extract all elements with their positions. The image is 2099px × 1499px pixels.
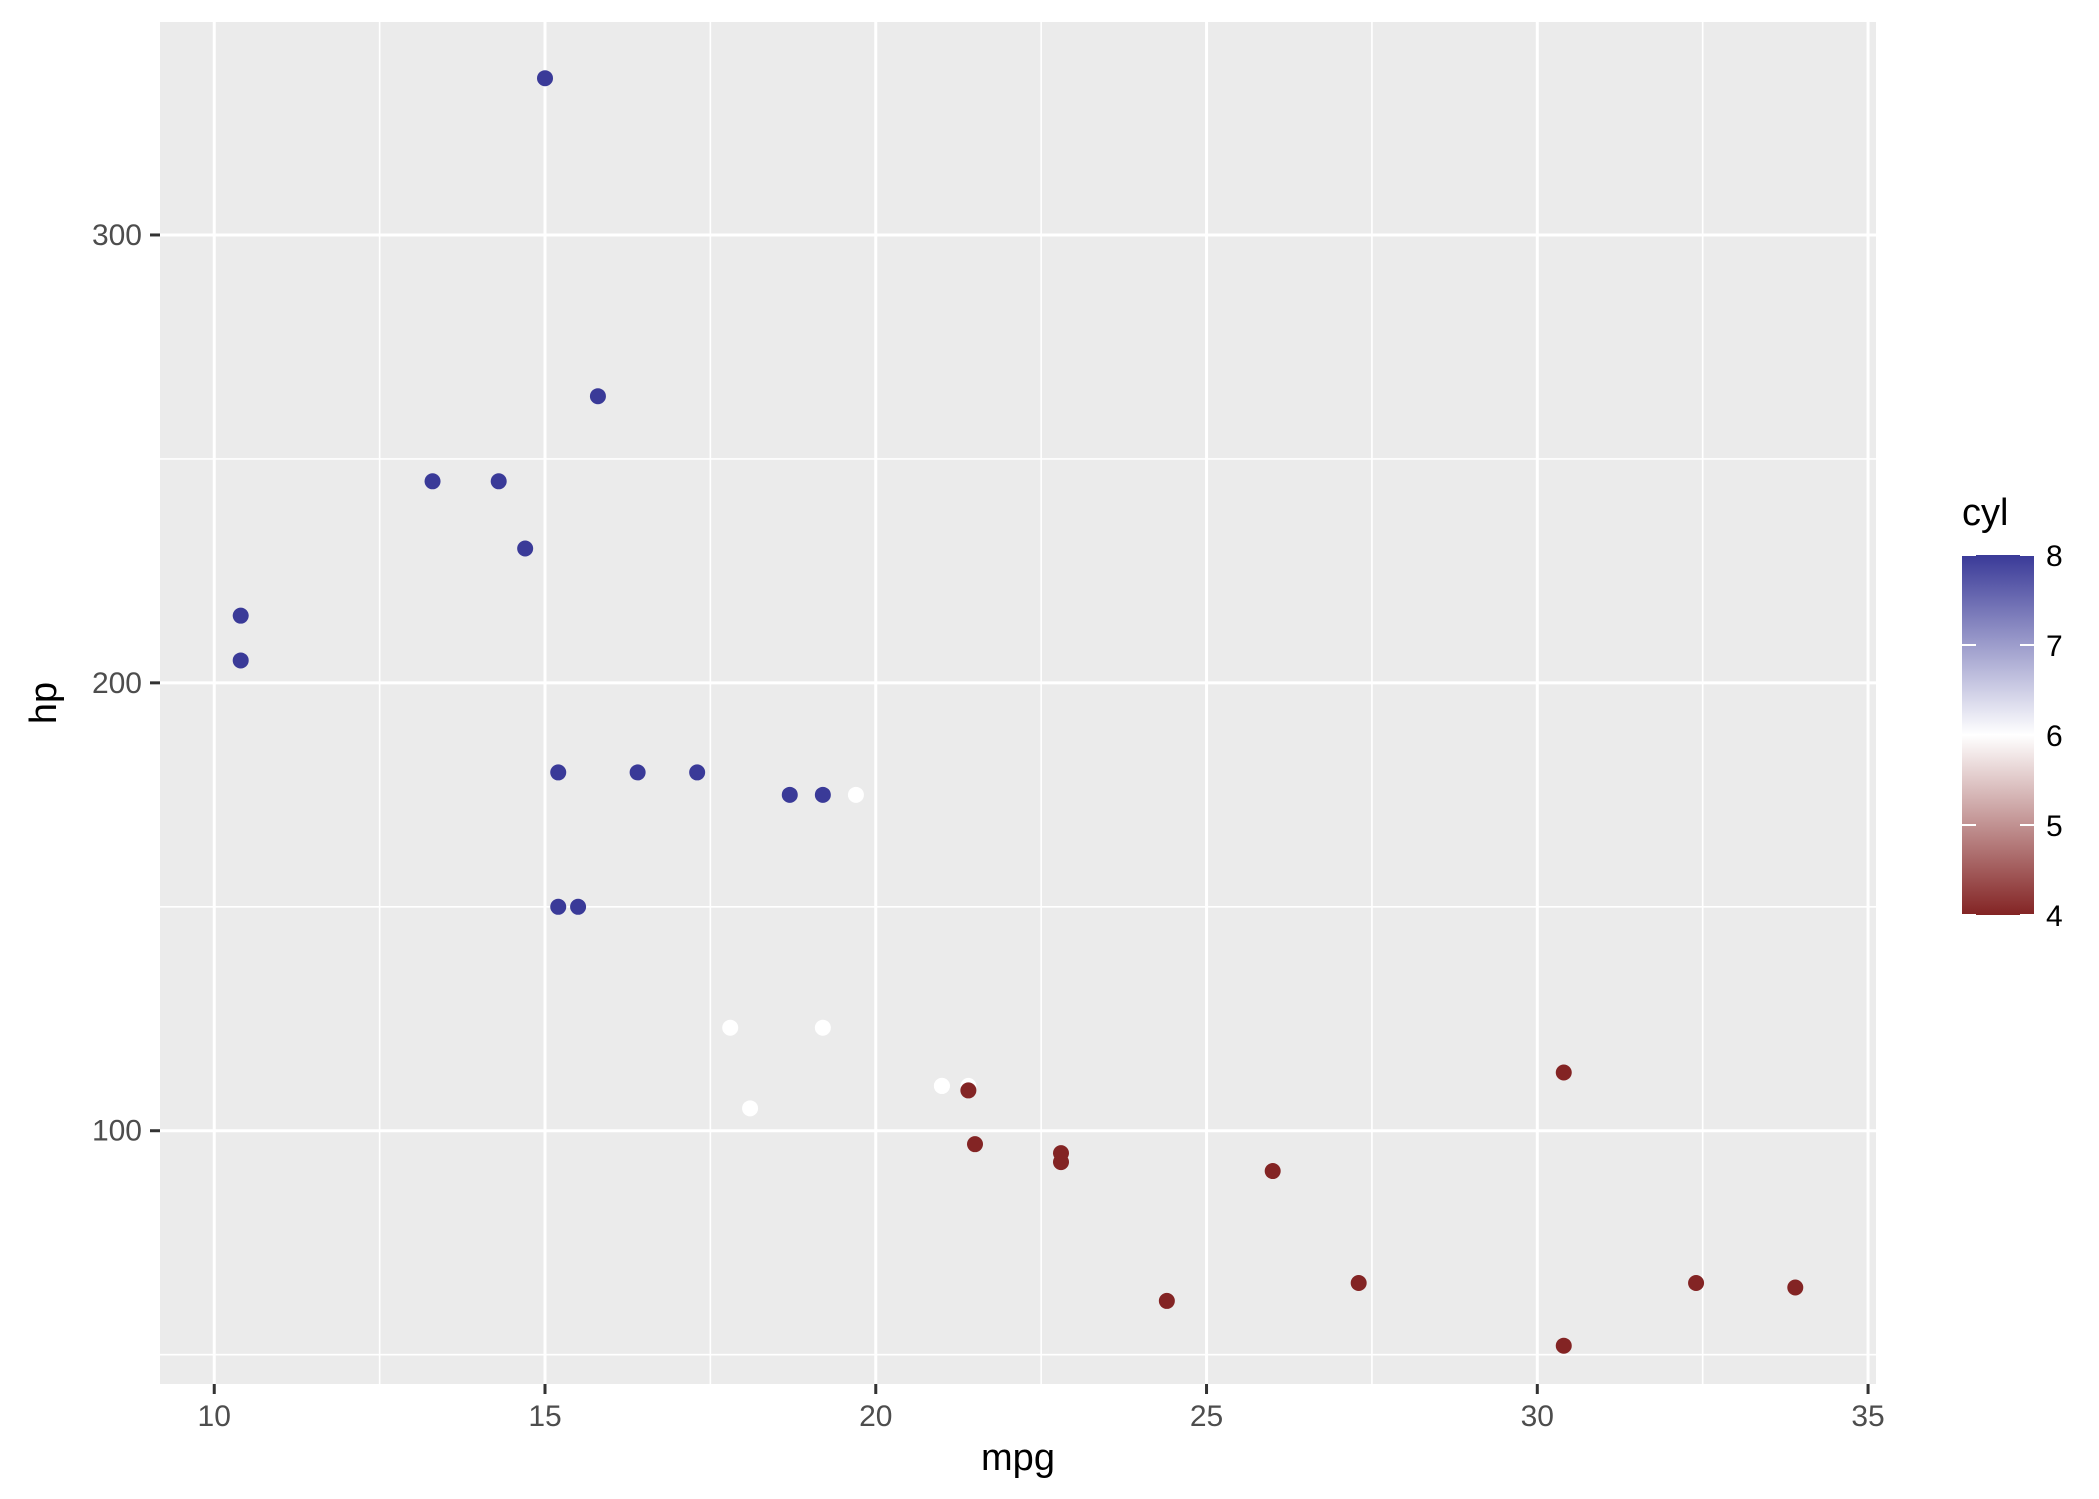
- plot-panel: [160, 22, 1876, 1384]
- data-point: [814, 1019, 831, 1036]
- data-point: [742, 1100, 759, 1117]
- y-tick-label: 200: [92, 667, 142, 700]
- data-point: [517, 540, 534, 557]
- x-tick-label: 10: [198, 1400, 231, 1433]
- data-point: [537, 70, 554, 87]
- data-point: [1688, 1275, 1705, 1292]
- y-tick-label: 100: [92, 1115, 142, 1148]
- data-point: [550, 898, 567, 915]
- legend-tick-label: 6: [2046, 720, 2063, 753]
- legend-ticks: 4 5 6 7 8: [1962, 540, 2063, 933]
- legend-tick-label: 4: [2046, 900, 2063, 933]
- data-point: [232, 607, 249, 624]
- y-axis: 100 200 300: [92, 219, 160, 1148]
- data-point: [933, 1077, 950, 1094]
- data-point: [490, 473, 507, 490]
- data-point: [424, 473, 441, 490]
- x-tick-label: 30: [1521, 1400, 1554, 1433]
- color-legend: cyl 4 5 6 7 8: [1962, 492, 2063, 933]
- legend-tick-label: 5: [2046, 810, 2063, 843]
- data-point: [814, 786, 831, 803]
- data-point: [1052, 1145, 1069, 1162]
- data-point: [232, 652, 249, 669]
- data-point: [847, 786, 864, 803]
- x-axis: 10 15 20 25 30 35: [198, 1384, 1885, 1433]
- x-tick-label: 15: [528, 1400, 561, 1433]
- x-tick-label: 25: [1190, 1400, 1223, 1433]
- y-axis-title: hp: [23, 682, 65, 724]
- data-points: [232, 70, 1804, 1354]
- data-point: [781, 786, 798, 803]
- data-point: [722, 1019, 739, 1036]
- data-point: [589, 388, 606, 405]
- x-tick-label: 20: [859, 1400, 892, 1433]
- data-point: [550, 764, 567, 781]
- major-gridlines: [160, 22, 1876, 1384]
- x-tick-label: 35: [1851, 1400, 1884, 1433]
- data-point: [1264, 1163, 1281, 1180]
- legend-tick-label: 8: [2046, 540, 2063, 573]
- x-axis-title: mpg: [981, 1437, 1055, 1479]
- data-point: [1555, 1337, 1572, 1354]
- data-point: [1787, 1279, 1804, 1296]
- data-point: [629, 764, 646, 781]
- legend-title: cyl: [1962, 492, 2008, 534]
- data-point: [1350, 1275, 1367, 1292]
- data-point: [1158, 1292, 1175, 1309]
- y-tick-label: 300: [92, 219, 142, 252]
- data-point: [570, 898, 587, 915]
- legend-tick-label: 7: [2046, 630, 2063, 663]
- data-point: [689, 764, 706, 781]
- data-point: [967, 1136, 984, 1153]
- minor-gridlines: [160, 22, 1876, 1384]
- data-point: [1555, 1064, 1572, 1081]
- data-point: [960, 1082, 977, 1099]
